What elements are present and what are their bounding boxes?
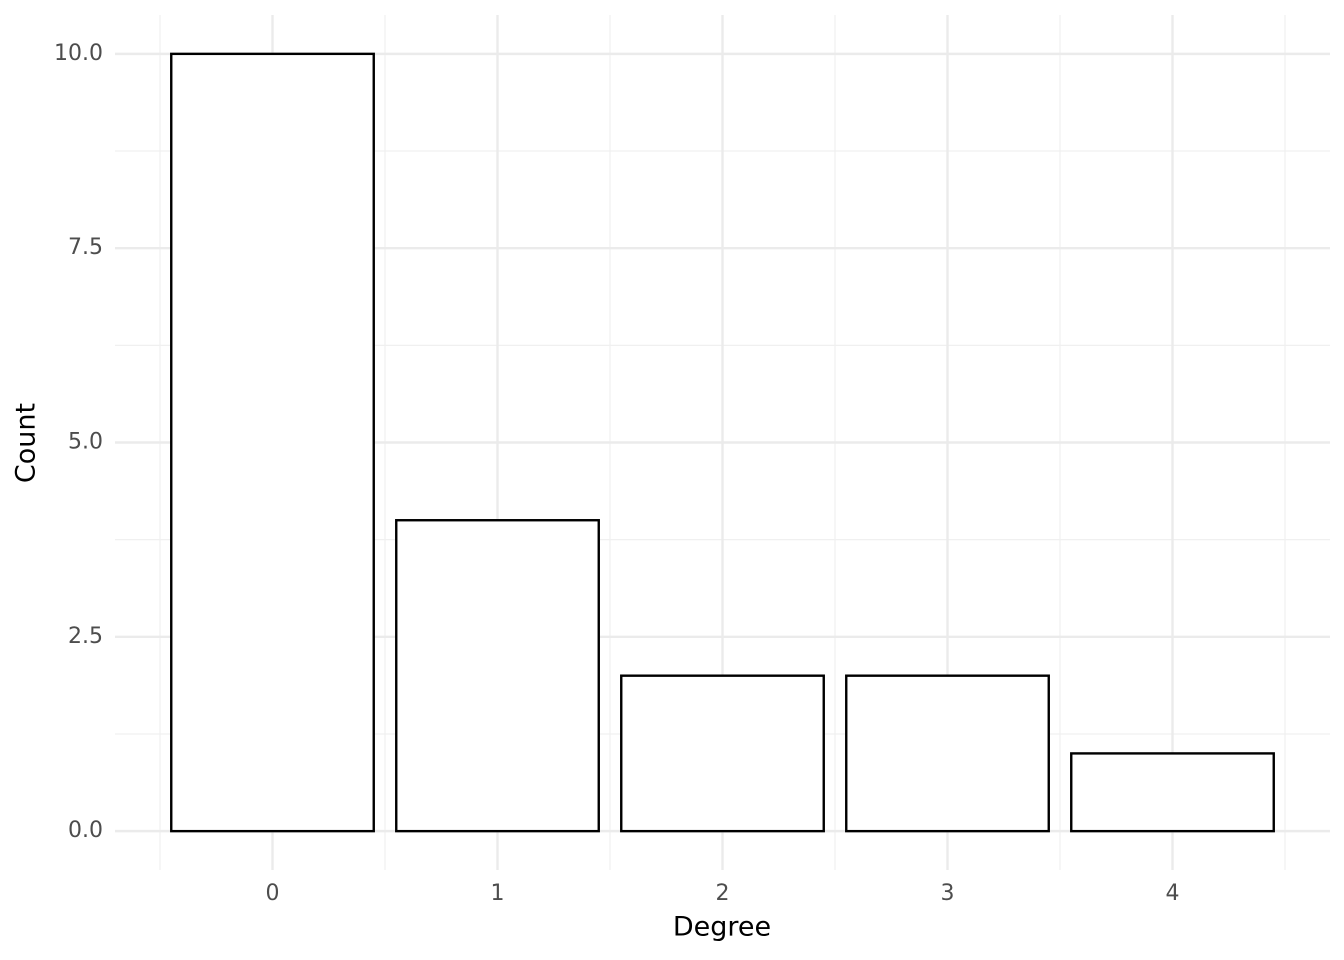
bar bbox=[620, 674, 825, 833]
y-tick-label: 0.0 bbox=[68, 818, 103, 843]
y-tick-label: 10.0 bbox=[54, 41, 103, 66]
x-tick-label: 4 bbox=[1166, 881, 1180, 906]
bar bbox=[1070, 752, 1275, 833]
bar bbox=[170, 52, 375, 833]
x-tick-label: 3 bbox=[941, 881, 955, 906]
x-tick-label: 1 bbox=[491, 881, 505, 906]
x-tick-label: 0 bbox=[266, 881, 280, 906]
y-axis-title: Count bbox=[11, 403, 42, 483]
x-axis-title: Degree bbox=[673, 912, 771, 943]
y-tick-label: 5.0 bbox=[68, 430, 103, 455]
bar bbox=[395, 519, 600, 833]
y-tick-label: 2.5 bbox=[68, 624, 103, 649]
x-tick-label: 2 bbox=[716, 881, 730, 906]
y-tick-label: 7.5 bbox=[68, 235, 103, 260]
bar bbox=[845, 674, 1050, 833]
